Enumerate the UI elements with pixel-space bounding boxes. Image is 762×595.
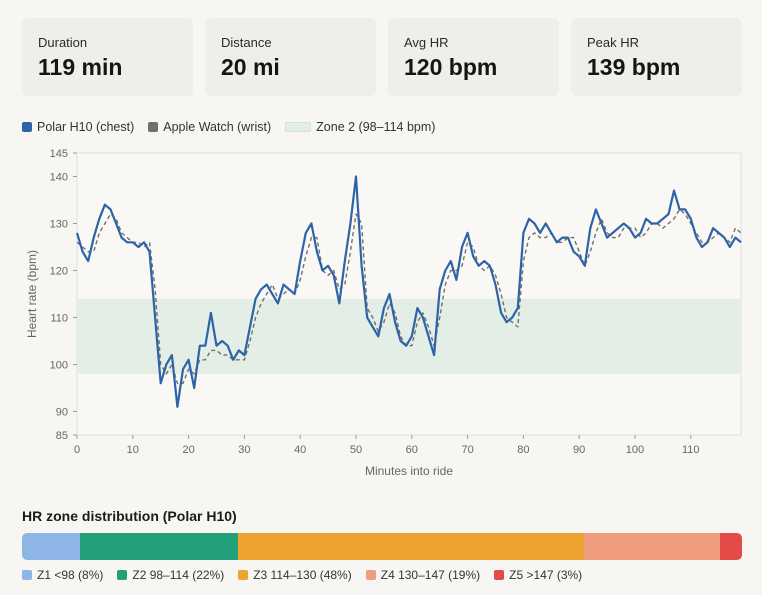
x-tick-label: 30 — [238, 444, 250, 456]
legend-item-zone2[interactable]: Zone 2 (98–114 bpm) — [285, 120, 435, 134]
zone-legend-label: Z5 >147 (3%) — [509, 568, 583, 582]
y-tick-label: 145 — [50, 148, 68, 160]
zone-legend-label: Z2 98–114 (22%) — [132, 568, 225, 582]
y-tick-label: 110 — [50, 313, 68, 325]
x-tick-label: 0 — [74, 444, 80, 456]
stat-card-distance: Distance 20 mi — [205, 18, 376, 96]
stat-value: 139 bpm — [587, 54, 681, 80]
y-tick-label: 100 — [50, 360, 68, 372]
legend-label-apple: Apple Watch (wrist) — [163, 120, 272, 134]
stat-card-avg-hr: Avg HR 120 bpm — [388, 18, 559, 96]
stat-value: 119 min — [38, 54, 123, 80]
x-tick-label: 60 — [406, 444, 418, 456]
zone-swatch — [238, 570, 249, 580]
polar-swatch — [22, 122, 32, 132]
zone-swatch — [494, 570, 505, 580]
x-tick-label: 110 — [682, 444, 700, 456]
x-axis-label: Minutes into ride — [365, 464, 453, 478]
x-tick-label: 10 — [127, 444, 139, 456]
stat-value: 120 bpm — [404, 54, 498, 80]
zone-legend-label: Z4 130–147 (19%) — [380, 568, 481, 582]
zone-swatch — [117, 570, 128, 580]
stat-label: Peak HR — [587, 35, 640, 50]
heart-rate-chart: 85 90 100 110 120 130 140 145 0 10 20 30 40 50 60 70 80 9… — [25, 148, 742, 478]
stat-label: Duration — [38, 35, 88, 50]
zone-segment-z5 — [720, 533, 742, 560]
y-tick-label: 90 — [56, 407, 68, 419]
legend-label-zone2: Zone 2 (98–114 bpm) — [316, 120, 436, 134]
stats-row: Duration 119 min Distance 20 mi Avg HR 1… — [22, 18, 742, 96]
zone2-band — [77, 298, 741, 374]
zone-legend-label: Z3 114–130 (48%) — [253, 568, 352, 582]
zone-segment-z2 — [79, 533, 238, 560]
zone2-swatch — [285, 122, 312, 132]
legend-item-apple[interactable]: Apple Watch (wrist) — [148, 120, 271, 134]
zone-segment-z4 — [583, 533, 721, 560]
y-tick-label: 140 — [50, 172, 68, 184]
zone-legend-item-z5: Z5 >147 (3%) — [494, 568, 582, 582]
apple-swatch — [148, 122, 159, 132]
stat-label: Distance — [221, 35, 272, 50]
legend-label-polar: Polar H10 (chest) — [37, 120, 135, 134]
zone-distribution-legend: Z1 <98 (8%) Z2 98–114 (22%) Z3 114–130 (48… — [22, 568, 596, 582]
zone-distribution-title: HR zone distribution (Polar H10) — [22, 508, 237, 524]
zone-swatch — [22, 570, 32, 580]
x-tick-label: 40 — [294, 444, 306, 456]
polar-h10-line — [75, 175, 742, 408]
plot-area — [76, 152, 742, 436]
stat-card-peak-hr: Peak HR 139 bpm — [571, 18, 742, 96]
y-axis-label: Heart rate (bpm) — [25, 250, 39, 338]
stat-label: Avg HR — [404, 35, 449, 50]
zone-legend-item-z3: Z3 114–130 (48%) — [238, 568, 352, 582]
x-tick-label: 50 — [350, 444, 362, 456]
zone-segment-z1 — [22, 533, 80, 560]
y-tick-label: 85 — [56, 430, 68, 442]
x-tick-label: 80 — [517, 444, 529, 456]
x-tick-label: 100 — [626, 444, 644, 456]
chart-legend: Polar H10 (chest) Apple Watch (wrist) Zo… — [22, 120, 449, 134]
x-tick-label: 20 — [182, 444, 194, 456]
stat-card-duration: Duration 119 min — [22, 18, 193, 96]
zone-legend-item-z2: Z2 98–114 (22%) — [117, 568, 224, 582]
x-tick-label: 90 — [573, 444, 585, 456]
stat-value: 20 mi — [221, 54, 280, 80]
x-tick-label: 70 — [461, 444, 473, 456]
zone-legend-label: Z1 <98 (8%) — [37, 568, 104, 582]
y-tick-label: 130 — [50, 219, 68, 231]
y-tick-label: 120 — [50, 266, 68, 278]
zone-legend-item-z4: Z4 130–147 (19%) — [365, 568, 481, 582]
zone-legend-item-z1: Z1 <98 (8%) — [22, 568, 103, 582]
zone-segment-z3 — [237, 533, 584, 560]
zone-swatch — [365, 570, 376, 580]
legend-item-polar[interactable]: Polar H10 (chest) — [22, 120, 134, 134]
zone-distribution-bar — [22, 533, 742, 560]
